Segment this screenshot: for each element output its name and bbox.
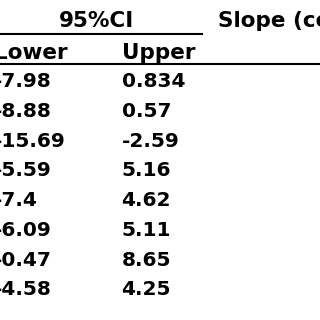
Text: 5.11: 5.11 bbox=[122, 221, 171, 240]
Text: Upper: Upper bbox=[122, 43, 195, 63]
Text: -6.09: -6.09 bbox=[0, 221, 51, 240]
Text: 4.62: 4.62 bbox=[122, 191, 171, 210]
Text: 8.65: 8.65 bbox=[122, 251, 171, 269]
Text: 0.834: 0.834 bbox=[122, 72, 185, 91]
Text: -5.59: -5.59 bbox=[0, 161, 51, 180]
Text: -7.98: -7.98 bbox=[0, 72, 51, 91]
Text: -15.69: -15.69 bbox=[0, 132, 65, 150]
Text: Lower: Lower bbox=[0, 43, 67, 63]
Text: Slope (co: Slope (co bbox=[218, 11, 320, 31]
Text: -8.88: -8.88 bbox=[0, 102, 52, 121]
Text: -7.4: -7.4 bbox=[0, 191, 37, 210]
Text: -0.47: -0.47 bbox=[0, 251, 52, 269]
Text: 4.25: 4.25 bbox=[122, 280, 171, 299]
Text: 5.16: 5.16 bbox=[122, 161, 171, 180]
Text: -2.59: -2.59 bbox=[122, 132, 179, 150]
Text: 95%CI: 95%CI bbox=[58, 11, 134, 31]
Text: 0.57: 0.57 bbox=[122, 102, 171, 121]
Text: -4.58: -4.58 bbox=[0, 280, 52, 299]
